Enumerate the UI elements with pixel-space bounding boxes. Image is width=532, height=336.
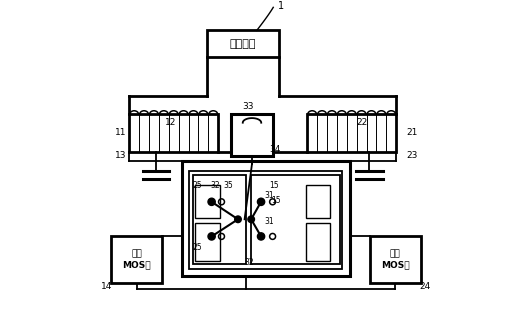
Bar bbox=[370, 237, 421, 283]
Text: 23: 23 bbox=[406, 151, 418, 160]
Bar bbox=[251, 175, 340, 264]
Text: 25: 25 bbox=[193, 244, 202, 252]
Circle shape bbox=[257, 198, 265, 205]
Bar bbox=[307, 115, 396, 152]
Bar bbox=[182, 161, 350, 276]
Bar bbox=[194, 175, 246, 264]
Text: 15: 15 bbox=[271, 196, 281, 205]
Text: 33: 33 bbox=[242, 102, 254, 111]
Bar bbox=[305, 223, 330, 261]
Bar bbox=[111, 237, 162, 283]
Text: 24: 24 bbox=[419, 282, 430, 291]
Text: 11: 11 bbox=[114, 128, 126, 137]
Circle shape bbox=[208, 233, 215, 240]
Circle shape bbox=[248, 216, 254, 222]
Text: 35: 35 bbox=[223, 181, 233, 190]
Text: 14: 14 bbox=[102, 282, 113, 291]
Circle shape bbox=[257, 233, 265, 240]
Text: 15: 15 bbox=[269, 181, 279, 190]
Text: 12: 12 bbox=[165, 118, 176, 127]
Text: 32: 32 bbox=[210, 181, 220, 190]
Text: 34: 34 bbox=[270, 144, 281, 154]
Circle shape bbox=[208, 198, 215, 205]
Text: 25: 25 bbox=[193, 181, 202, 190]
Text: 第一
MOS管: 第一 MOS管 bbox=[122, 250, 151, 269]
Bar bbox=[195, 223, 220, 261]
Text: 31: 31 bbox=[264, 217, 274, 226]
Circle shape bbox=[235, 216, 242, 222]
Bar bbox=[129, 115, 218, 152]
Bar bbox=[231, 115, 272, 156]
Text: 13: 13 bbox=[114, 151, 126, 160]
Bar bbox=[206, 31, 279, 57]
Text: 31: 31 bbox=[264, 191, 274, 200]
Bar bbox=[305, 185, 330, 218]
Text: 1: 1 bbox=[278, 1, 285, 11]
Text: 第二
MOS管: 第二 MOS管 bbox=[381, 250, 410, 269]
Text: 锂电池组: 锂电池组 bbox=[230, 39, 256, 49]
Text: 32: 32 bbox=[245, 258, 254, 267]
Text: 21: 21 bbox=[406, 128, 418, 137]
Bar bbox=[188, 170, 342, 269]
Bar bbox=[195, 185, 220, 218]
Text: 22: 22 bbox=[356, 118, 367, 127]
